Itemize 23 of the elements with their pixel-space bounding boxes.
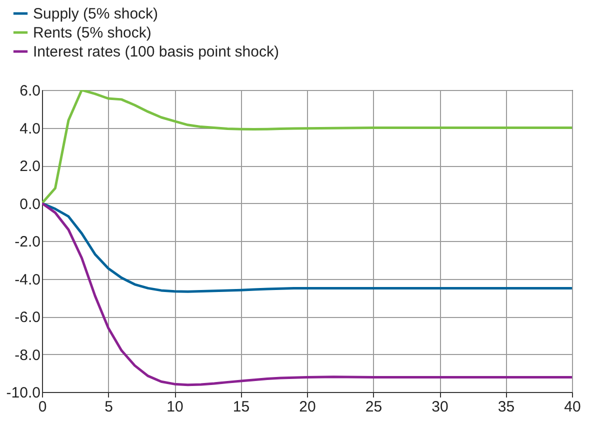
legend-label: Supply (5% shock) [33,6,158,22]
x-tick-label: 40 [564,398,581,416]
y-tick-label: 2.0 [20,158,40,175]
x-tick-label: 30 [432,398,448,416]
y-tick-label: 4.0 [20,120,40,138]
x-tick-label: 0 [38,398,47,416]
y-tick-label: -10.0 [6,384,40,402]
line-series [42,202,572,386]
x-tick-label: 20 [299,398,316,416]
y-tick-label: -6.0 [14,309,40,326]
y-tick-label: -2.0 [14,234,40,250]
x-tick-label: 10 [166,398,184,416]
y-tick-label: -8.0 [14,346,40,364]
legend-label: Interest rates (100 basis point shock) [33,44,279,60]
x-tick-label: 5 [104,398,113,416]
x-tick-label: 25 [365,398,382,416]
x-tick-label: 35 [498,398,515,416]
y-tick-label: 0.0 [20,196,40,213]
line-series [42,202,572,293]
x-tick-label: 15 [232,398,250,416]
legend-label: Rents (5% shock) [33,24,152,42]
y-tick-label: 6.0 [20,82,40,100]
y-tick-label: -4.0 [14,271,40,288]
